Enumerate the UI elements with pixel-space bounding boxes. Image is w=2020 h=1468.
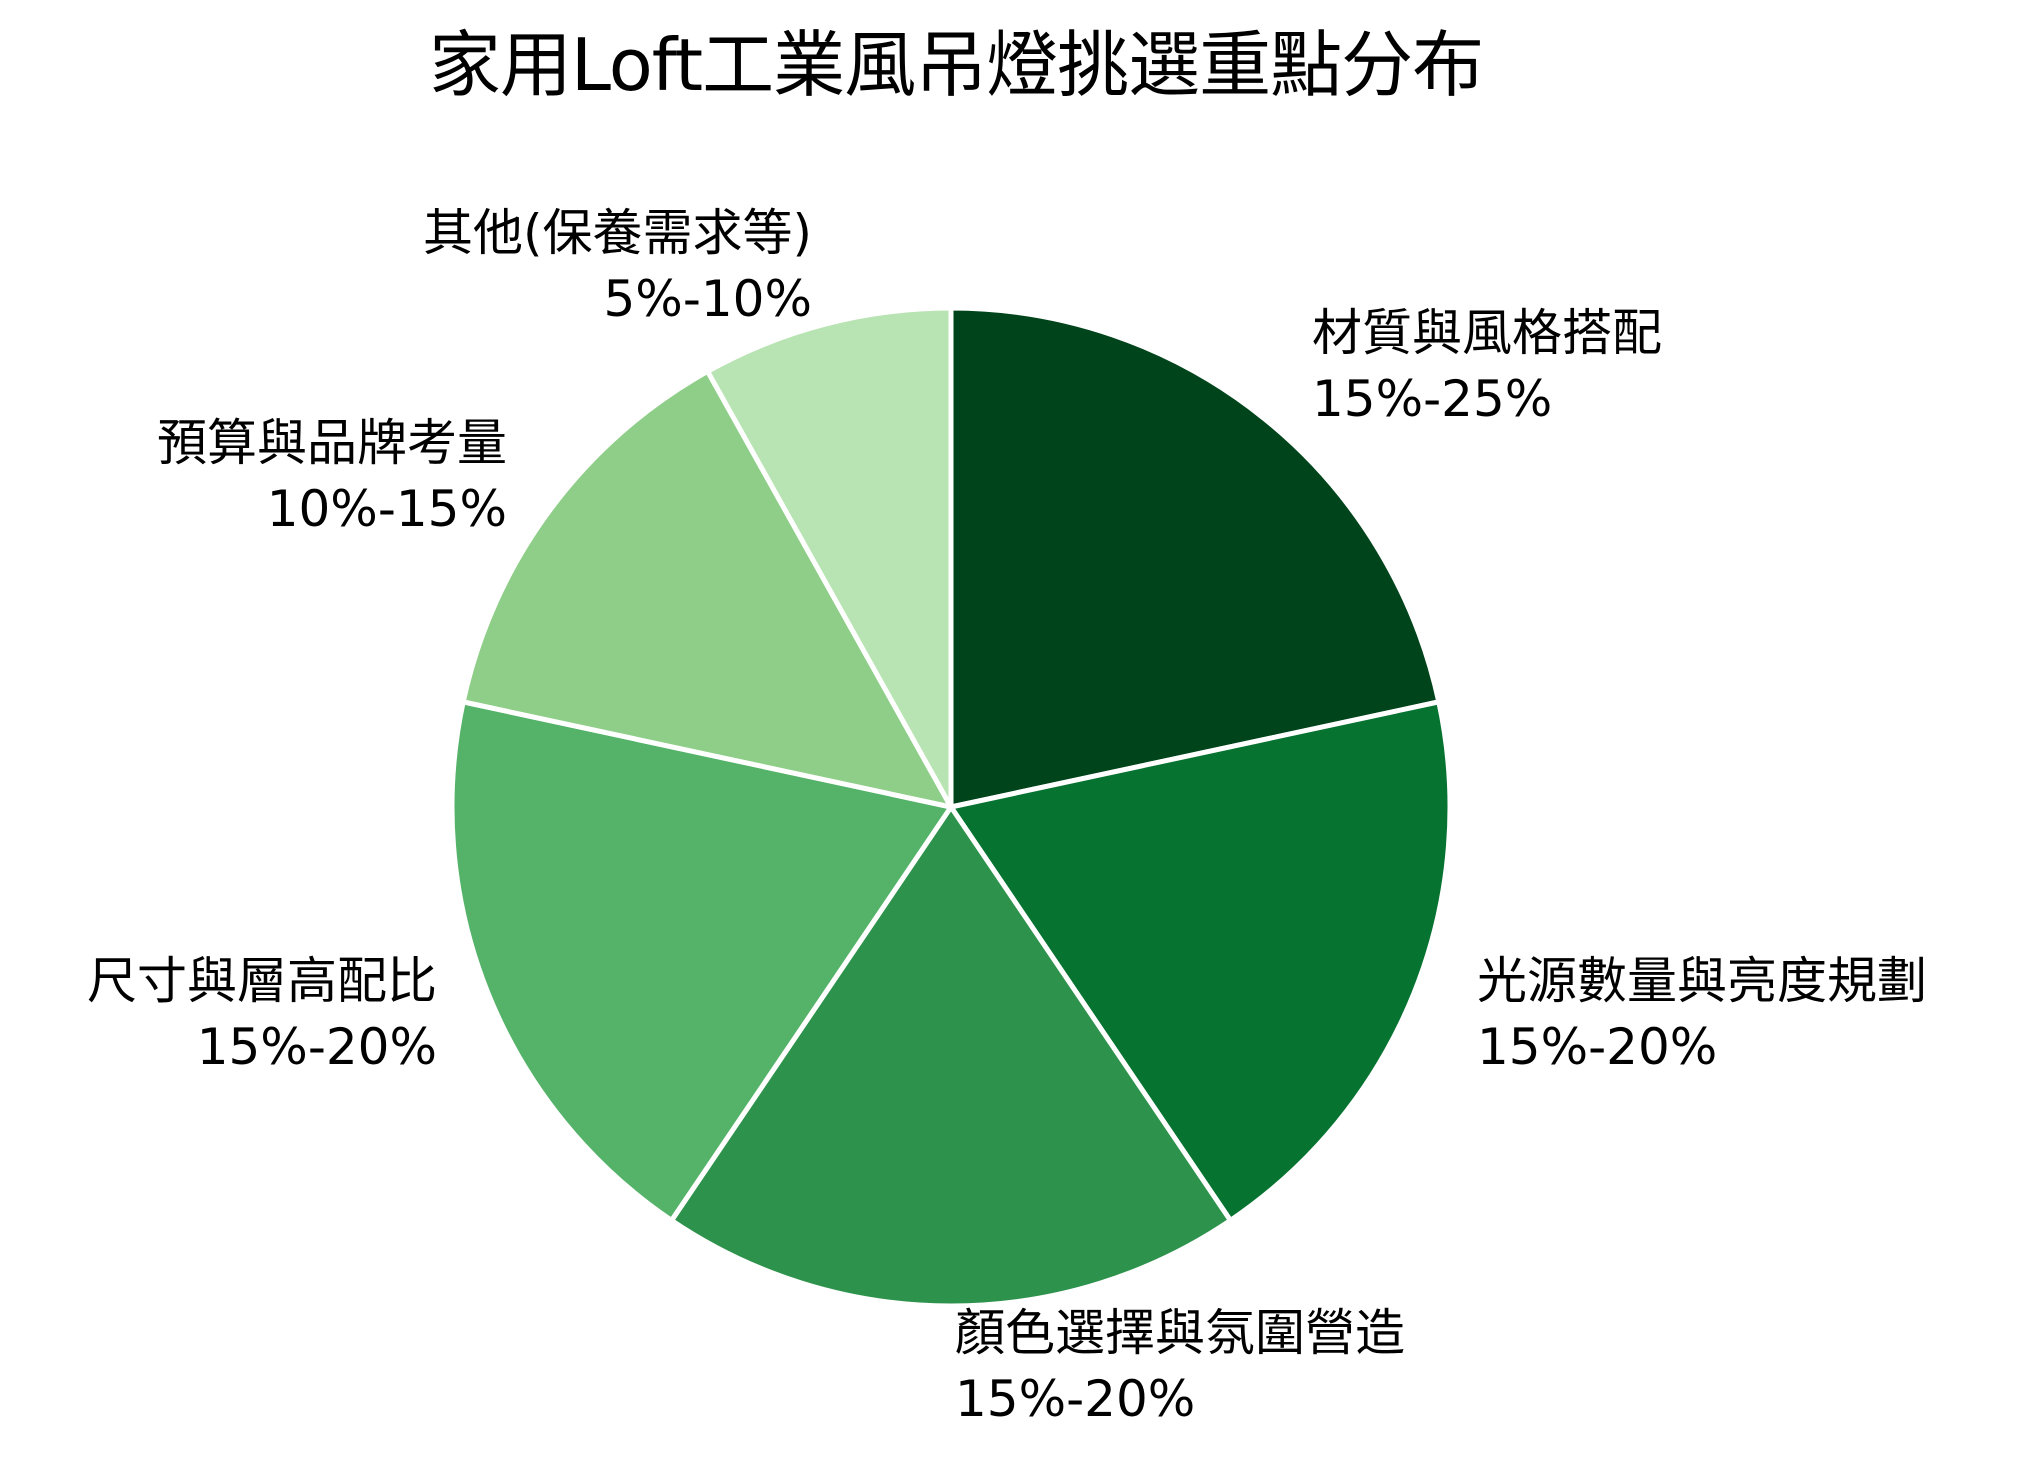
slice-label-range: 15%-25% xyxy=(1312,370,1553,428)
pie-slice xyxy=(669,804,1233,1309)
pie-slice xyxy=(449,699,954,1223)
slice-label-other: 其他(保養需求等) 5%-10% xyxy=(423,200,812,332)
slice-label-name: 光源數量與亮度規劃 xyxy=(1477,952,1927,1010)
slice-label-name: 尺寸與層高配比 xyxy=(87,952,437,1010)
slice-label-range: 15%-20% xyxy=(196,1018,437,1076)
pie-slice xyxy=(948,305,1442,810)
slice-label-name: 其他(保養需求等) xyxy=(422,204,812,262)
slice-label-range: 10%-15% xyxy=(266,480,507,538)
slice-label-name: 顏色選擇與氛圍營造 xyxy=(955,1304,1405,1362)
slice-label-lighting: 光源數量與亮度規劃 15%-20% xyxy=(1477,948,1927,1080)
slice-label-range: 5%-10% xyxy=(603,270,813,328)
slice-label-name: 預算與品牌考量 xyxy=(157,414,507,472)
slice-label-name: 材質與風格搭配 xyxy=(1312,304,1662,362)
pie-slice xyxy=(460,368,954,810)
slice-label-range: 15%-20% xyxy=(1477,1018,1718,1076)
pie-slice xyxy=(948,699,1453,1223)
slice-label-color: 顏色選擇與氛圍營造 15%-20% xyxy=(955,1300,1405,1432)
slice-label-material: 材質與風格搭配 15%-25% xyxy=(1312,300,1662,432)
slice-label-size: 尺寸與層高配比 15%-20% xyxy=(87,948,437,1080)
chart-title: 家用Loft工業風吊燈挑選重點分布 xyxy=(428,23,1484,107)
slice-label-range: 15%-20% xyxy=(955,1370,1196,1428)
slice-label-budget: 預算與品牌考量 10%-15% xyxy=(157,410,507,542)
pie-slice xyxy=(705,305,954,810)
